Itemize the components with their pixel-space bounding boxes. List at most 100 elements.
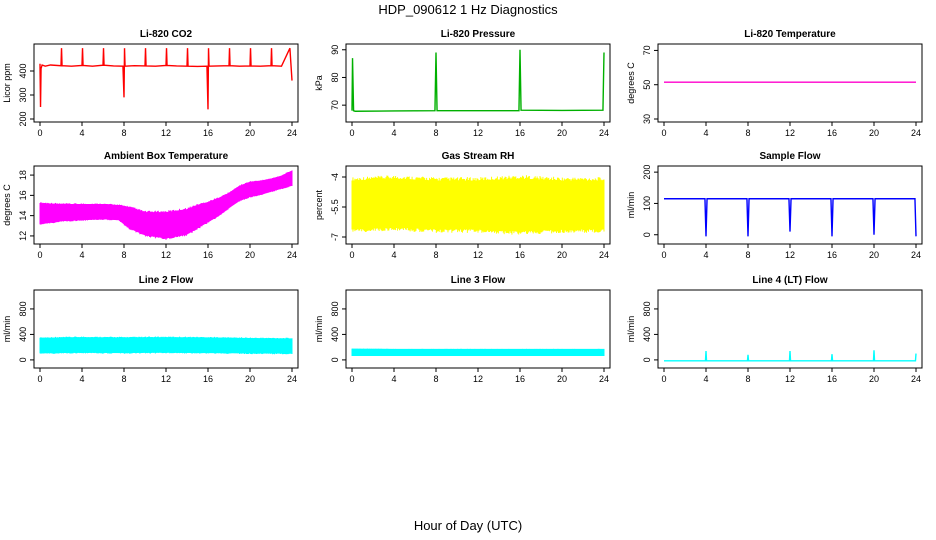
x-tick-label: 20 xyxy=(869,374,879,384)
x-tick-label: 20 xyxy=(869,128,879,138)
x-tick-label: 16 xyxy=(515,250,525,260)
y-tick-label: -5.5 xyxy=(330,199,340,215)
y-tick-label: 0 xyxy=(18,357,28,362)
y-tick-label: 90 xyxy=(330,45,340,55)
y-tick-label: 0 xyxy=(642,357,652,362)
x-tick-label: 0 xyxy=(661,128,666,138)
x-tick-label: 0 xyxy=(349,374,354,384)
data-series-line xyxy=(351,49,605,112)
x-tick-label: 16 xyxy=(827,250,837,260)
x-tick-label: 8 xyxy=(433,128,438,138)
figure-title: HDP_090612 1 Hz Diagnostics xyxy=(378,2,558,17)
y-axis-label: percent xyxy=(314,189,324,220)
x-tick-label: 16 xyxy=(515,374,525,384)
y-tick-label: 100 xyxy=(642,196,652,211)
x-tick-label: 4 xyxy=(703,128,708,138)
x-tick-label: 0 xyxy=(661,250,666,260)
data-noise xyxy=(351,348,605,356)
x-tick-label: 20 xyxy=(557,128,567,138)
panel-1: Li-820 CO2 Licor ppm 200 300 400 0 4 8 12 16 20 24 xyxy=(2,29,299,138)
x-tick-label: 12 xyxy=(473,250,483,260)
x-tick-label: 16 xyxy=(827,128,837,138)
y-axis-label: ml/min xyxy=(314,316,324,343)
x-tick-label: 4 xyxy=(391,374,396,384)
x-tick-label: 20 xyxy=(245,374,255,384)
x-tick-label: 24 xyxy=(911,128,921,138)
y-tick-label: 18 xyxy=(18,170,28,180)
data-noise xyxy=(39,170,293,240)
plot-frame xyxy=(33,289,299,369)
y-axis-label: ml/min xyxy=(626,192,636,219)
y-tick-label: 400 xyxy=(642,327,652,342)
panel-title: Li-820 Temperature xyxy=(744,29,836,40)
panel-9: Line 4 (LT) Flow ml/min 0 400 800 0 4 8 12 16 20 24 xyxy=(626,275,923,384)
x-tick-label: 16 xyxy=(203,250,213,260)
panel-title: Li-820 CO2 xyxy=(140,29,193,40)
x-tick-label: 4 xyxy=(703,250,708,260)
panel-title: Line 4 (LT) Flow xyxy=(752,275,828,286)
plot-frame xyxy=(657,43,923,123)
panel-2: Li-820 Pressure kPa 70 80 90 0 4 8 12 16 20 24 xyxy=(314,29,611,138)
y-tick-label: 400 xyxy=(330,327,340,342)
panel-3: Li-820 Temperature degrees C 30 50 70 0 4 8 12 16… xyxy=(626,29,923,138)
x-tick-label: 8 xyxy=(121,128,126,138)
data-series-line xyxy=(664,198,917,237)
x-tick-label: 20 xyxy=(557,374,567,384)
plot-frame xyxy=(657,165,923,245)
y-tick-label: 50 xyxy=(642,80,652,90)
y-tick-label: 800 xyxy=(642,301,652,316)
x-tick-label: 24 xyxy=(599,374,609,384)
y-tick-label: 70 xyxy=(642,45,652,55)
panel-6: Sample Flow ml/min 0 100 200 0 4 8 12 16 20 24 xyxy=(626,151,923,260)
y-axis-label: degrees C xyxy=(626,62,636,104)
panel-title: Gas Stream RH xyxy=(442,151,515,162)
y-tick-label: 30 xyxy=(642,114,652,124)
panel-title: Ambient Box Temperature xyxy=(104,151,229,162)
y-tick-label: -4 xyxy=(330,173,340,181)
x-tick-label: 4 xyxy=(79,250,84,260)
x-tick-label: 4 xyxy=(79,128,84,138)
x-tick-label: 8 xyxy=(433,374,438,384)
y-axis-label: degrees C xyxy=(2,184,12,226)
y-tick-label: 800 xyxy=(18,301,28,316)
panel-title: Sample Flow xyxy=(759,151,820,162)
x-tick-label: 12 xyxy=(473,374,483,384)
y-tick-label: 16 xyxy=(18,190,28,200)
x-tick-label: 20 xyxy=(245,128,255,138)
y-axis-label: kPa xyxy=(314,75,324,91)
y-tick-label: 0 xyxy=(330,357,340,362)
x-tick-label: 12 xyxy=(161,374,171,384)
x-tick-label: 12 xyxy=(785,128,795,138)
x-tick-label: 24 xyxy=(599,250,609,260)
panel-5: Gas Stream RH percent -7 -5.5 -4 0 4 8 12 16 20 24 xyxy=(314,151,611,260)
y-tick-label: 80 xyxy=(330,72,340,82)
y-axis-label: ml/min xyxy=(2,316,12,343)
data-noise xyxy=(351,175,605,235)
x-tick-label: 12 xyxy=(473,128,483,138)
figure-x-axis-label: Hour of Day (UTC) xyxy=(413,518,523,533)
x-tick-label: 8 xyxy=(745,128,750,138)
x-tick-label: 8 xyxy=(745,250,750,260)
x-tick-label: 24 xyxy=(287,250,297,260)
panel-title: Line 3 Flow xyxy=(451,275,506,286)
data-series-line xyxy=(39,47,293,110)
x-tick-label: 12 xyxy=(161,250,171,260)
y-tick-label: 200 xyxy=(642,165,652,180)
x-tick-label: 0 xyxy=(37,374,42,384)
x-tick-label: 8 xyxy=(121,250,126,260)
x-tick-label: 20 xyxy=(245,250,255,260)
x-tick-label: 20 xyxy=(869,250,879,260)
x-tick-label: 0 xyxy=(37,128,42,138)
y-tick-label: -7 xyxy=(330,233,340,241)
x-tick-label: 24 xyxy=(287,374,297,384)
x-tick-label: 12 xyxy=(785,250,795,260)
x-tick-label: 16 xyxy=(203,128,213,138)
x-tick-label: 8 xyxy=(745,374,750,384)
y-tick-label: 70 xyxy=(330,100,340,110)
x-tick-label: 0 xyxy=(37,250,42,260)
y-axis-label: Licor ppm xyxy=(2,63,12,103)
panel-4: Ambient Box Temperature degrees C 12 14 16 18… xyxy=(2,151,299,260)
panel-title: Li-820 Pressure xyxy=(441,29,516,40)
x-tick-label: 16 xyxy=(203,374,213,384)
